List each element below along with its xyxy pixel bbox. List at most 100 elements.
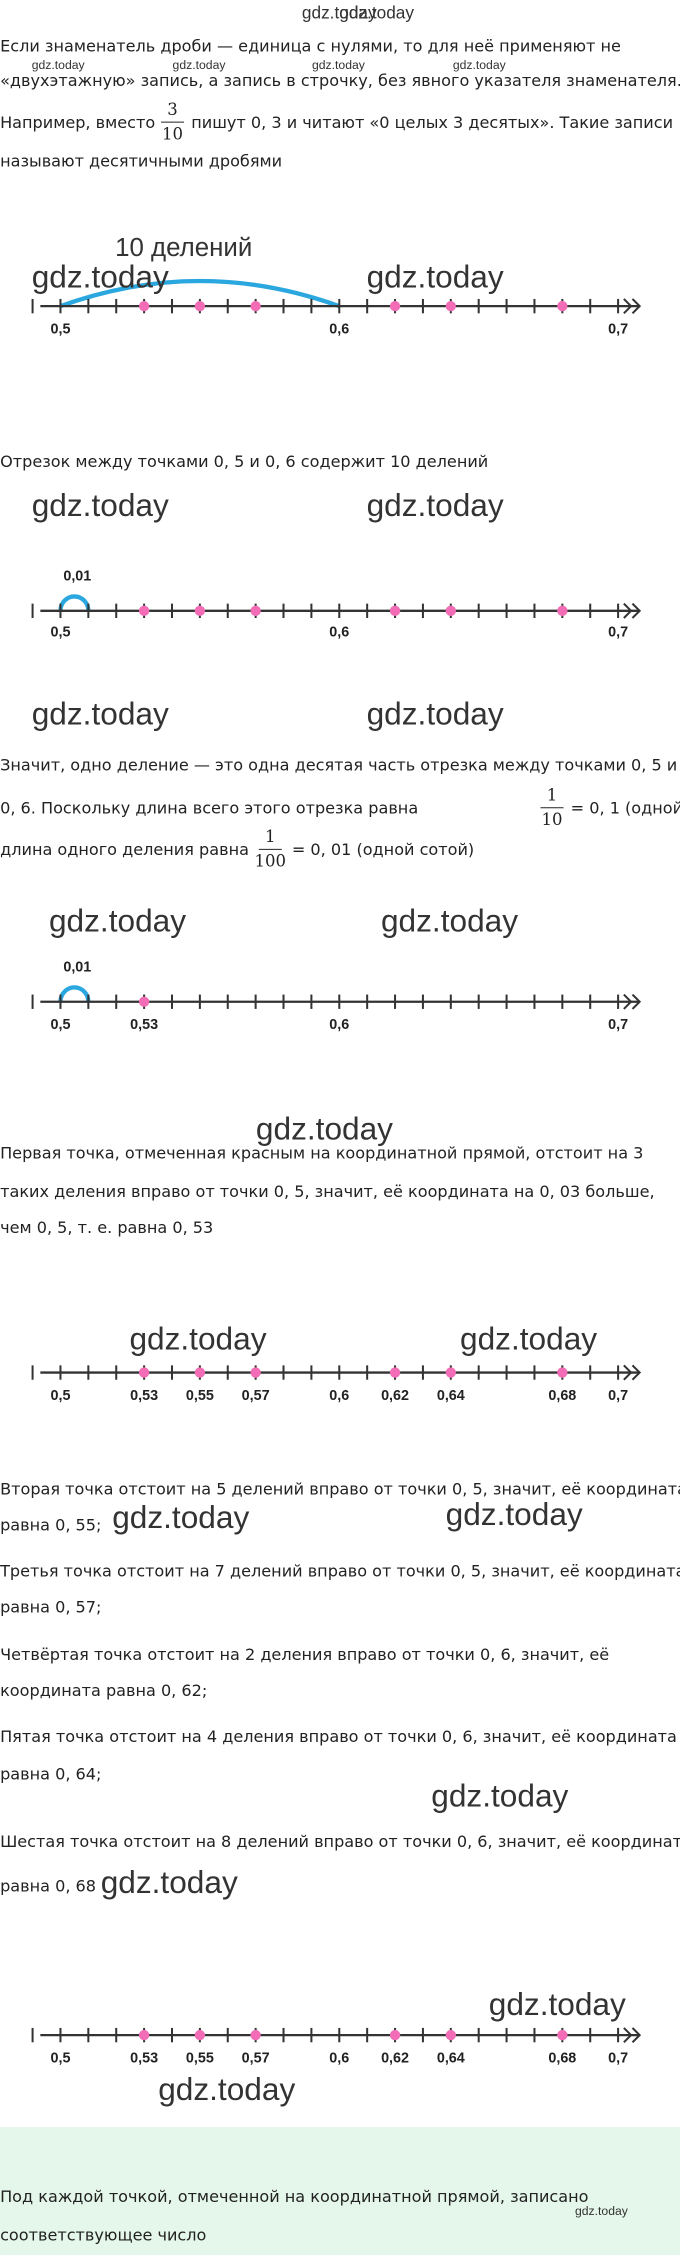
text-line: 0,57 (242, 1388, 270, 1404)
point (138, 2029, 150, 2041)
point (445, 2029, 456, 2041)
text-line: 0,7 (608, 1388, 628, 1404)
text-line: 3 (167, 100, 178, 119)
text-line: 10 делений (115, 234, 252, 262)
arrow (631, 2027, 642, 2044)
text-line: координата равна 0, 62; (0, 1681, 207, 1700)
arrow (623, 993, 633, 1010)
arrow (623, 2027, 633, 2044)
point (445, 300, 456, 312)
watermark: gdz.today (173, 58, 227, 72)
text-line: 0,62 (381, 2050, 409, 2066)
text-line: «двухэтажную» запись, а запись в строчку… (0, 71, 680, 90)
text-line: 0,53 (130, 1388, 158, 1404)
watermark: gdz.today (256, 1111, 393, 1147)
text-line: таких деления вправо от точки 0, 5, знач… (0, 1182, 655, 1201)
point (445, 1367, 456, 1378)
watermark: gdz.today (367, 695, 504, 731)
watermark: gdz.today (32, 695, 169, 731)
watermark: gdz.today (367, 258, 504, 294)
arrow (623, 298, 633, 315)
point (389, 2029, 401, 2041)
watermark: gdz.today (32, 258, 169, 294)
text-line: 10 (162, 124, 183, 143)
text-line: 0,6 (329, 625, 349, 641)
text-line: 0,7 (608, 321, 628, 337)
text-line: Пятая точка отстоит на 4 деления вправо … (0, 1727, 677, 1746)
text-line: Под каждой точкой, отмеченной на координ… (0, 2187, 588, 2206)
text-line: называют десятичными дробями (0, 152, 282, 171)
watermark: gdz.today (367, 487, 504, 523)
span-arc (59, 278, 341, 309)
text-line: 0,6 (329, 1388, 349, 1404)
watermark: gdz.today (339, 3, 414, 23)
text-line: 0,5 (50, 1388, 70, 1404)
point (138, 1367, 150, 1378)
point (389, 605, 401, 616)
point (557, 300, 568, 312)
point (389, 1367, 401, 1378)
point (194, 300, 206, 312)
text-line: 100 (255, 852, 287, 871)
text-line: 1 (547, 786, 558, 805)
watermark: gdz.today (446, 1496, 583, 1532)
text-line: 0,55 (186, 2050, 214, 2066)
text-line: = 0, 1 (одной десятой), то (571, 798, 680, 817)
point (194, 2029, 206, 2041)
text-line: Например, вместо (0, 113, 155, 132)
watermark: gdz.today (489, 1986, 626, 2022)
text-line: 10 (541, 810, 562, 829)
watermark: gdz.today (312, 58, 366, 72)
point (138, 300, 150, 312)
watermark: gdz.today (129, 1321, 266, 1357)
text-line: 0,6 (329, 2050, 349, 2066)
point (138, 996, 150, 1007)
watermark: gdz.today (431, 1778, 568, 1814)
watermark: gdz.today (112, 1499, 249, 1535)
point (194, 605, 206, 616)
text-line: пишут 0, 3 и читают «0 целых 3 десятых».… (191, 113, 673, 132)
arrow (623, 1364, 633, 1381)
watermark: gdz.today (460, 1321, 597, 1357)
text-line: 0,6 (329, 321, 349, 337)
text-line: 0,7 (608, 625, 628, 641)
text-line: 0,5 (50, 2050, 70, 2066)
text-line: 0,01 (63, 960, 91, 976)
text-line: 0,53 (130, 1017, 158, 1033)
text-line: 0,64 (437, 1388, 465, 1404)
watermark: gdz.today (158, 2071, 295, 2107)
point (138, 605, 150, 616)
arrow (631, 993, 642, 1010)
text-line: длина одного деления равна (0, 840, 249, 859)
point (389, 300, 401, 312)
text-line: 0,57 (242, 2050, 270, 2066)
arrow (631, 298, 642, 315)
point (557, 2029, 568, 2041)
text-line: Третья точка отстоит на 7 делений вправо… (0, 1562, 680, 1581)
point (250, 605, 261, 616)
text-line: равна 0, 64; (0, 1764, 101, 1783)
watermark: gdz.today (32, 58, 86, 72)
text-line: равна 0, 55; (0, 1516, 101, 1535)
text-line: 0,55 (186, 1388, 214, 1404)
text-line: равна 0, 68 (0, 1876, 96, 1895)
text-line: 0,01 (63, 569, 91, 585)
arrow (623, 602, 633, 619)
arrow (631, 1364, 642, 1381)
point (250, 2029, 261, 2041)
unit-arc (58, 594, 91, 611)
point (250, 300, 261, 312)
watermark: gdz.today (32, 487, 169, 523)
text-line: соответствующее число (0, 2226, 206, 2245)
text-line: 0,5 (50, 1017, 70, 1033)
point (194, 1367, 206, 1378)
text-line: 0,68 (548, 2050, 576, 2066)
text-line: = 0, 01 (одной сотой) (292, 840, 474, 859)
unit-arc (58, 985, 91, 1002)
watermark: gdz.today (101, 1864, 238, 1900)
text-line: 0,5 (50, 321, 70, 337)
watermark: gdz.today (302, 3, 377, 23)
point (445, 605, 456, 616)
watermark: gdz.today (575, 2204, 629, 2218)
